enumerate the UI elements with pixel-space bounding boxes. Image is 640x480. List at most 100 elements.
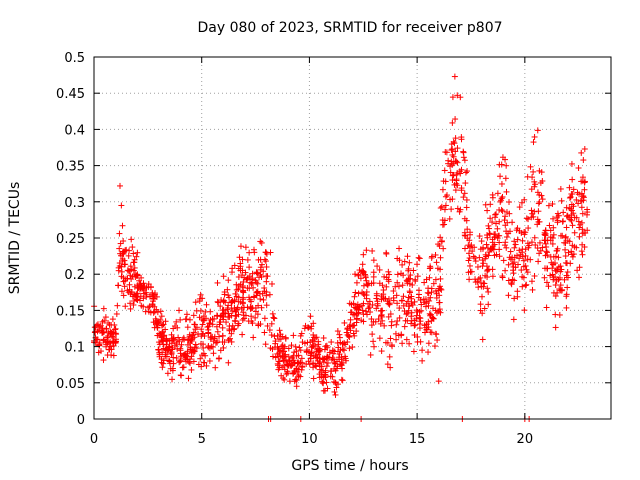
data-point bbox=[225, 277, 232, 284]
data-point bbox=[182, 316, 189, 323]
data-point bbox=[503, 162, 510, 169]
data-point bbox=[240, 309, 247, 316]
y-axis-label: SRMTID / TECUs bbox=[7, 182, 23, 295]
data-point bbox=[266, 291, 273, 298]
data-point bbox=[115, 282, 122, 289]
data-point bbox=[99, 330, 106, 337]
data-point bbox=[498, 195, 505, 202]
data-point bbox=[147, 283, 154, 290]
y-tick-label: 0.35 bbox=[56, 160, 85, 175]
data-point bbox=[534, 127, 541, 134]
axes: 0 0.05 0.1 0.15 0.2 0.25 0.3 0.35 0.4 0.45 0.5 0 5 10… bbox=[56, 51, 612, 447]
data-point bbox=[415, 254, 422, 261]
data-point bbox=[244, 285, 251, 292]
data-point bbox=[240, 312, 247, 319]
data-point bbox=[457, 206, 464, 213]
data-point bbox=[477, 301, 484, 308]
data-point bbox=[477, 274, 484, 281]
data-point bbox=[323, 379, 330, 386]
data-point bbox=[136, 297, 143, 304]
data-point bbox=[108, 346, 115, 353]
data-point bbox=[319, 355, 326, 362]
data-point bbox=[374, 300, 381, 307]
data-point bbox=[355, 309, 362, 316]
data-point bbox=[496, 218, 503, 225]
data-point bbox=[432, 330, 439, 337]
data-point bbox=[398, 297, 405, 304]
data-point bbox=[284, 361, 291, 368]
data-point bbox=[458, 187, 465, 194]
data-point bbox=[234, 322, 241, 329]
data-point bbox=[169, 337, 176, 344]
data-point bbox=[360, 290, 367, 297]
data-point bbox=[403, 311, 410, 318]
data-point bbox=[116, 230, 123, 237]
data-point bbox=[304, 324, 311, 331]
data-point bbox=[426, 297, 433, 304]
data-point bbox=[483, 241, 490, 248]
data-point bbox=[578, 248, 585, 255]
data-point bbox=[449, 119, 456, 126]
data-point bbox=[457, 94, 464, 101]
data-point bbox=[310, 375, 317, 382]
data-point bbox=[475, 284, 482, 291]
data-point bbox=[434, 265, 441, 272]
data-point bbox=[375, 316, 382, 323]
data-point bbox=[285, 353, 292, 360]
data-point bbox=[416, 314, 423, 321]
data-point bbox=[370, 257, 377, 264]
data-point bbox=[568, 190, 575, 197]
data-point bbox=[125, 252, 132, 259]
data-point bbox=[507, 228, 514, 235]
data-point bbox=[484, 285, 491, 292]
data-point bbox=[229, 308, 236, 315]
data-point bbox=[503, 209, 510, 216]
data-point bbox=[507, 248, 514, 255]
data-point bbox=[472, 279, 479, 286]
data-point bbox=[566, 205, 573, 212]
data-point bbox=[329, 373, 336, 380]
data-point bbox=[462, 169, 469, 176]
data-point bbox=[291, 378, 298, 385]
data-point bbox=[398, 332, 405, 339]
data-point bbox=[225, 359, 232, 366]
data-point bbox=[353, 316, 360, 323]
data-point bbox=[95, 349, 102, 356]
data-point bbox=[464, 226, 471, 233]
data-point bbox=[252, 277, 259, 284]
data-point bbox=[323, 342, 330, 349]
data-point bbox=[521, 196, 528, 203]
data-point bbox=[338, 376, 345, 383]
data-point bbox=[369, 247, 376, 254]
data-point bbox=[408, 313, 415, 320]
data-point bbox=[206, 357, 213, 364]
data-point bbox=[363, 277, 370, 284]
data-point bbox=[432, 251, 439, 258]
data-point bbox=[452, 135, 459, 142]
data-point bbox=[100, 305, 107, 312]
data-point bbox=[580, 194, 587, 201]
data-point bbox=[493, 211, 500, 218]
data-point bbox=[370, 279, 377, 286]
data-point bbox=[320, 359, 327, 366]
data-point bbox=[390, 294, 397, 301]
data-point bbox=[447, 169, 454, 176]
data-point bbox=[240, 278, 247, 285]
data-point bbox=[499, 274, 506, 281]
data-point bbox=[543, 304, 550, 311]
data-point bbox=[385, 313, 392, 320]
data-point bbox=[215, 355, 222, 362]
data-point bbox=[483, 253, 490, 260]
data-point bbox=[431, 343, 438, 350]
data-point bbox=[193, 345, 200, 352]
data-point bbox=[303, 348, 310, 355]
data-point bbox=[163, 341, 170, 348]
data-point bbox=[502, 267, 509, 274]
data-point bbox=[579, 174, 586, 181]
data-point bbox=[224, 286, 231, 293]
data-point bbox=[520, 257, 527, 264]
data-point bbox=[418, 307, 425, 314]
data-point bbox=[547, 272, 554, 279]
data-point bbox=[295, 373, 302, 380]
data-point bbox=[513, 252, 520, 259]
